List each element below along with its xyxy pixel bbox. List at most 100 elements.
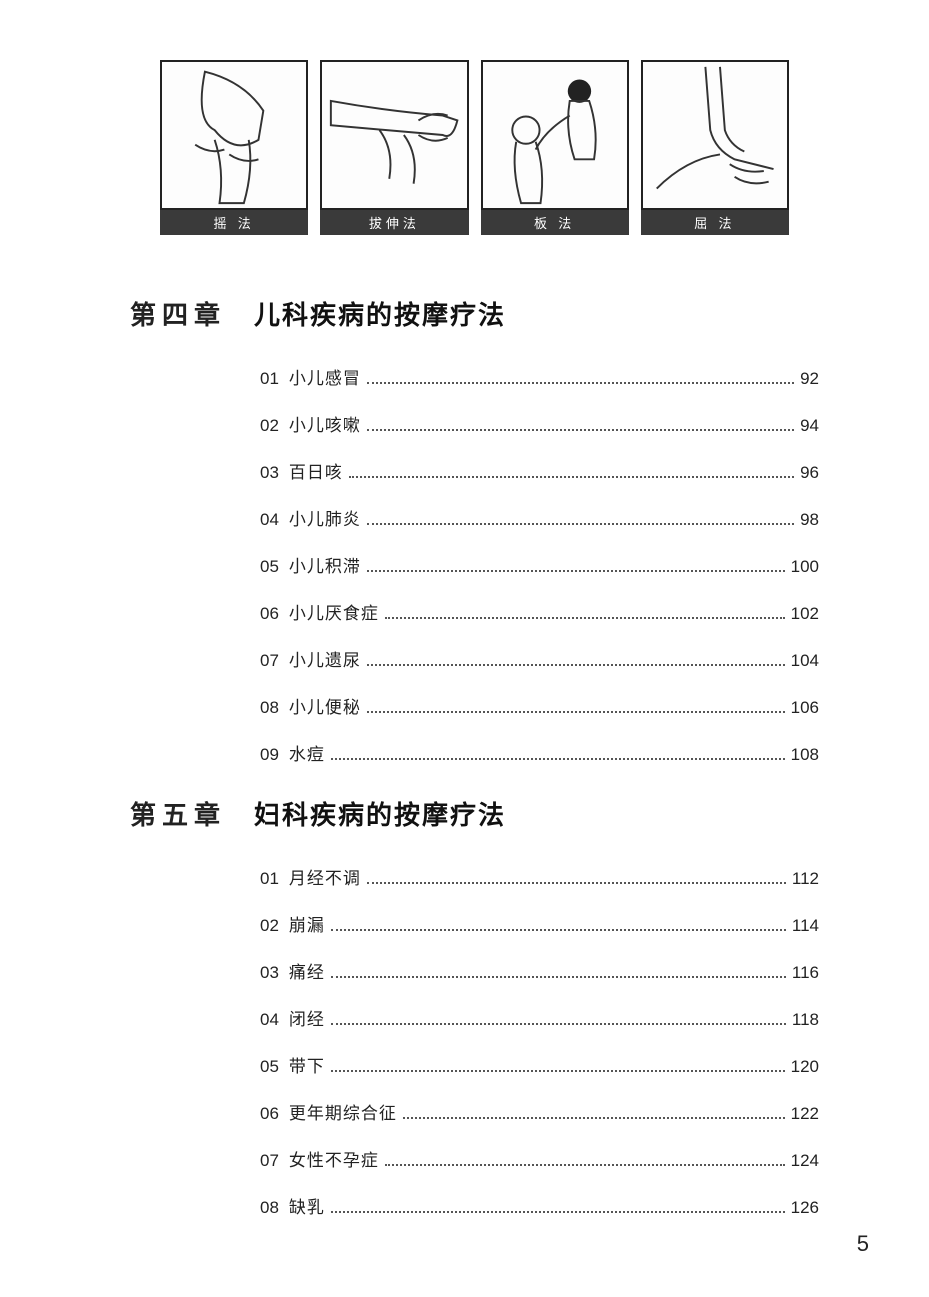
toc-number: 02	[260, 416, 279, 436]
toc-number: 01	[260, 869, 279, 889]
toc-number: 05	[260, 1057, 279, 1077]
toc-name: 带下	[289, 1052, 325, 1077]
toc-name: 更年期综合征	[289, 1099, 397, 1124]
toc-entry: 09水痘108	[260, 740, 819, 765]
illustration-frame	[481, 60, 629, 210]
illustration-caption: 板 法	[481, 210, 629, 235]
toc-number: 05	[260, 557, 279, 577]
toc-leader-dots	[385, 1164, 785, 1166]
toc-leader-dots	[331, 1023, 786, 1025]
illustration-row: 摇 法 拔伸法 板 法	[80, 60, 849, 235]
toc-entry: 02小儿咳嗽94	[260, 411, 819, 436]
toc-page: 116	[792, 963, 819, 983]
toc-name: 小儿感冒	[289, 364, 361, 389]
toc-entry: 03 痛经 116	[260, 958, 819, 983]
toc-name: 崩漏	[289, 911, 325, 936]
toc-number: 07	[260, 1151, 279, 1171]
illustration-2: 拔伸法	[320, 60, 468, 235]
illustration-caption: 摇 法	[160, 210, 308, 235]
toc-leader-dots	[367, 523, 794, 525]
toc-page: 92	[800, 369, 819, 389]
chapter-label: 第四章	[130, 295, 226, 332]
toc-number: 08	[260, 1198, 279, 1218]
toc-page: 114	[792, 916, 819, 936]
illustration-caption: 拔伸法	[320, 210, 468, 235]
toc-number: 06	[260, 1104, 279, 1124]
toc-entry: 07女性不孕症124	[260, 1146, 819, 1171]
toc-number: 07	[260, 651, 279, 671]
toc-leader-dots	[331, 929, 786, 931]
toc-number: 03	[260, 963, 279, 983]
toc-leader-dots	[349, 476, 794, 478]
toc-name: 痛经	[289, 958, 325, 983]
toc-entry: 06 小儿厌食症 102	[260, 599, 819, 624]
toc-name: 小儿咳嗽	[289, 411, 361, 436]
illustration-frame	[160, 60, 308, 210]
toc-leader-dots	[367, 382, 794, 384]
toc-leader-dots	[367, 711, 785, 713]
illustration-4: 屈 法	[641, 60, 789, 235]
toc-page: 96	[800, 463, 819, 483]
toc-name: 闭经	[289, 1005, 325, 1030]
toc-leader-dots	[403, 1117, 785, 1119]
toc-page: 100	[791, 557, 819, 577]
toc-name: 水痘	[289, 740, 325, 765]
toc-entry: 02 崩漏 114	[260, 911, 819, 936]
toc-entry: 06更年期综合征122	[260, 1099, 819, 1124]
chapter-title: 妇科疾病的按摩疗法	[254, 795, 506, 832]
massage-drawing-icon	[162, 62, 306, 208]
toc-entry: 07 小儿遗尿 104	[260, 646, 819, 671]
toc-leader-dots	[331, 758, 785, 760]
toc-entry: 04 小儿肺炎 98	[260, 505, 819, 530]
illustration-1: 摇 法	[160, 60, 308, 235]
chapter-section: 第四章儿科疾病的按摩疗法01小儿感冒9202小儿咳嗽9403百日咳9604小儿肺…	[80, 295, 849, 765]
chapter-section: 第五章妇科疾病的按摩疗法 01 月经不调 112 02 崩漏 114 03 痛经 116 04 闭经 1…	[80, 795, 849, 1218]
toc-entry: 05带下120	[260, 1052, 819, 1077]
toc-entry: 03 百日咳 96	[260, 458, 819, 483]
toc-page: 98	[800, 510, 819, 530]
illustration-caption: 屈 法	[641, 210, 789, 235]
toc-name: 月经不调	[289, 864, 361, 889]
toc-entry: 08 缺乳 126	[260, 1193, 819, 1218]
toc-leader-dots	[331, 1211, 785, 1213]
toc-leader-dots	[367, 882, 786, 884]
toc-number: 06	[260, 604, 279, 624]
toc-name: 百日咳	[289, 458, 343, 483]
toc-page: 104	[791, 651, 819, 671]
toc-entry: 08小儿便秘106	[260, 693, 819, 718]
toc-name: 小儿遗尿	[289, 646, 361, 671]
toc-name: 缺乳	[289, 1193, 325, 1218]
chapter-heading: 第五章妇科疾病的按摩疗法	[80, 795, 849, 832]
toc-number: 04	[260, 510, 279, 530]
toc-entry: 05 小儿积滞 100	[260, 552, 819, 577]
toc-list: 01月经不调11202崩漏11403痛经11604闭经11805带下12006更…	[80, 864, 849, 1218]
chapter-heading: 第四章儿科疾病的按摩疗法	[80, 295, 849, 332]
toc-entry: 04 闭经 118	[260, 1005, 819, 1030]
toc-leader-dots	[367, 570, 785, 572]
toc-page: 124	[791, 1151, 819, 1171]
toc-number: 08	[260, 698, 279, 718]
massage-drawing-icon	[483, 62, 627, 208]
chapter-title: 儿科疾病的按摩疗法	[254, 295, 506, 332]
toc-number: 02	[260, 916, 279, 936]
toc-page: 102	[791, 604, 819, 624]
toc-name: 小儿厌食症	[289, 599, 379, 624]
toc-name: 小儿肺炎	[289, 505, 361, 530]
toc-page: 126	[791, 1198, 819, 1218]
toc-page: 112	[792, 869, 819, 889]
toc-leader-dots	[331, 976, 786, 978]
page-number: 5	[857, 1231, 869, 1257]
massage-drawing-icon	[322, 62, 466, 208]
toc-leader-dots	[331, 1070, 785, 1072]
toc-number: 04	[260, 1010, 279, 1030]
toc-number: 03	[260, 463, 279, 483]
toc-name: 小儿积滞	[289, 552, 361, 577]
toc-page: 108	[791, 745, 819, 765]
toc-leader-dots	[367, 664, 785, 666]
illustration-3: 板 法	[481, 60, 629, 235]
toc-page: 118	[792, 1010, 819, 1030]
chapter-label: 第五章	[130, 795, 226, 832]
illustration-frame	[320, 60, 468, 210]
toc-leader-dots	[385, 617, 785, 619]
toc-number: 01	[260, 369, 279, 389]
